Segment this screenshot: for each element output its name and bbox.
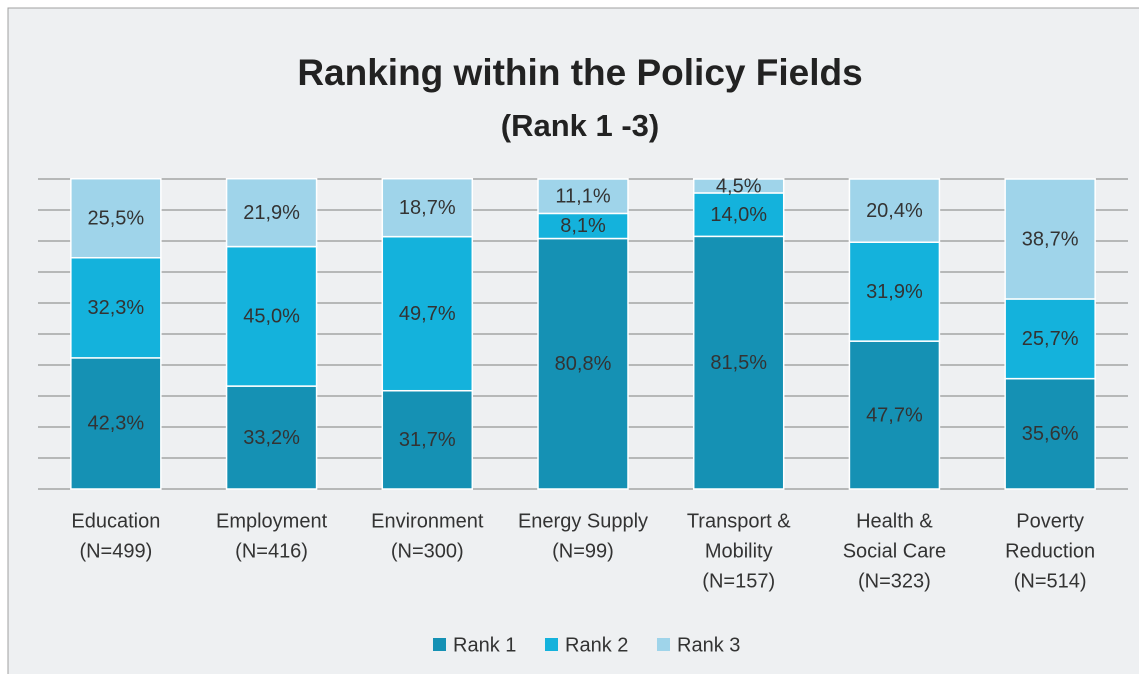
bar-segment	[225, 245, 318, 387]
x-tick-label: (N=499)	[79, 540, 152, 562]
bar-segment	[692, 235, 785, 490]
bar-segment	[537, 212, 629, 240]
data-label: 21,9%	[243, 202, 300, 224]
data-label: 80,8%	[555, 353, 612, 375]
x-tick-label: (N=300)	[391, 540, 464, 562]
bar-segment	[1004, 377, 1096, 490]
data-label: 20,4%	[866, 200, 923, 222]
x-tick-label: Energy Supply	[518, 510, 648, 532]
x-tick-label: (N=157)	[702, 570, 775, 592]
legend-label: Rank 1	[453, 634, 516, 656]
bar-segment	[70, 357, 162, 490]
bar-segment	[225, 177, 318, 248]
legend-swatch	[433, 638, 446, 651]
data-label: 14,0%	[710, 204, 767, 226]
x-tick-label: Environment	[371, 510, 484, 532]
x-tick-label: (N=416)	[235, 540, 308, 562]
data-label: 31,7%	[399, 429, 456, 451]
data-label: 42,3%	[87, 413, 144, 435]
bar-segment	[537, 237, 629, 490]
x-tick-label: Transport &	[687, 510, 791, 532]
x-tick-label: Education	[71, 510, 160, 532]
chart-title: Ranking within the Policy Fields	[297, 52, 862, 93]
data-label: 31,9%	[866, 281, 923, 303]
data-label: 4,5%	[716, 175, 762, 197]
bar-segment	[1004, 178, 1096, 300]
bar-segment	[692, 178, 785, 194]
data-label: 25,7%	[1022, 328, 1079, 350]
bar-segment	[848, 241, 941, 342]
data-label: 11,1%	[555, 185, 610, 207]
bar-segment	[537, 178, 629, 215]
bar-segment	[848, 340, 941, 490]
chart-subtitle: (Rank 1 -3)	[501, 108, 659, 143]
x-tick-label: Reduction	[1005, 540, 1095, 562]
data-label: 81,5%	[710, 352, 767, 374]
legend-label: Rank 3	[677, 634, 740, 656]
x-tick-label: Poverty	[1016, 510, 1084, 532]
data-label: 32,3%	[87, 297, 144, 319]
data-label: 45,0%	[243, 306, 300, 328]
x-tick-label: Employment	[216, 510, 328, 532]
bar-segment	[848, 178, 941, 243]
x-tick-label: (N=323)	[858, 570, 931, 592]
bar-segment	[70, 177, 162, 259]
bar-segment	[381, 389, 474, 490]
data-label: 25,5%	[87, 207, 144, 229]
bar-segment	[692, 192, 785, 238]
data-label: 49,7%	[399, 303, 456, 325]
x-tick-label: (N=514)	[1014, 570, 1087, 592]
data-label: 35,6%	[1022, 423, 1079, 445]
data-label: 47,7%	[866, 404, 923, 426]
bar-segment	[381, 177, 474, 238]
data-label: 8,1%	[560, 215, 606, 237]
data-label: 18,7%	[399, 197, 456, 219]
legend-label: Rank 2	[565, 634, 628, 656]
bar-segment	[381, 235, 474, 392]
bar-segment	[1004, 298, 1096, 380]
legend-swatch	[545, 638, 558, 651]
x-tick-label: Health &	[856, 510, 933, 532]
x-tick-label: Social Care	[843, 540, 946, 562]
legend-swatch	[657, 638, 670, 651]
data-label: 38,7%	[1022, 228, 1079, 250]
x-tick-label: Mobility	[705, 540, 773, 562]
bar-segment	[225, 385, 318, 490]
x-tick-label: (N=99)	[552, 540, 614, 562]
data-label: 33,2%	[243, 427, 300, 449]
